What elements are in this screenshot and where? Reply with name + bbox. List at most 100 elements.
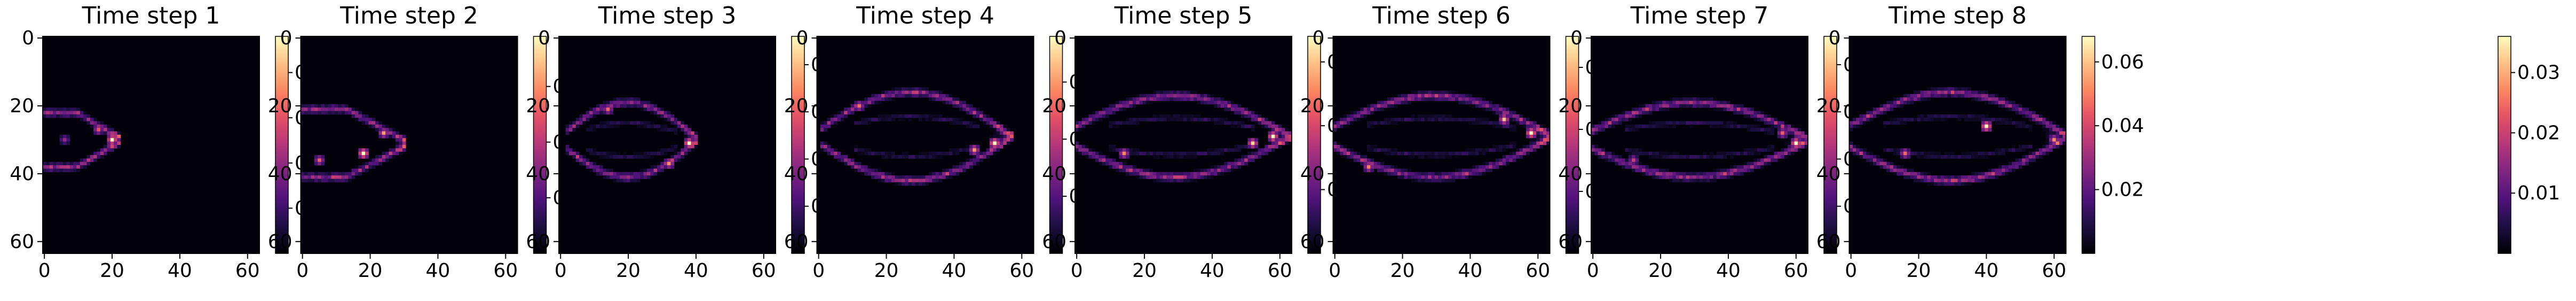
heatmap-cell [324, 175, 328, 179]
heatmap-cell [1363, 161, 1368, 166]
heatmap-cell [1601, 128, 1605, 132]
heatmap-cell [1546, 128, 1550, 132]
heatmap-cell [670, 121, 675, 125]
heatmap-cell [1499, 107, 1503, 111]
heatmap-cell [1132, 151, 1136, 156]
heatmap-cell [1166, 114, 1171, 118]
heatmap-cell [307, 172, 311, 176]
heatmap-cell [2059, 138, 2063, 142]
heatmap-cell [1625, 158, 1629, 163]
heatmap-panel-3: Time step 3020406002040600.010.020.030.0… [526, 2, 854, 282]
heatmap-cell [1119, 165, 1123, 169]
heatmap-cell [358, 148, 362, 152]
heatmap-cell [1366, 168, 1371, 173]
heatmap-cell [1672, 101, 1676, 105]
heatmap-cell [1152, 118, 1157, 121]
heatmap-cell [942, 94, 946, 98]
heatmap-cell [610, 107, 613, 111]
heatmap-cell [912, 87, 915, 91]
heatmap-cell [1676, 151, 1680, 156]
heatmap-cell [1132, 121, 1136, 125]
heatmap-cell [694, 145, 698, 149]
heatmap-cell [1635, 165, 1639, 169]
heatmap-cell [1638, 148, 1642, 152]
heatmap-cell [1136, 172, 1140, 176]
heatmap-cell [1441, 151, 1445, 156]
heatmap-cell [867, 148, 872, 152]
x-tick-label: 40 [1458, 260, 1483, 282]
heatmap-cell [1384, 101, 1388, 105]
heatmap-cell [1180, 155, 1184, 159]
heatmap-cell [1696, 179, 1700, 183]
heatmap-cell [1753, 124, 1758, 128]
heatmap-cell [1791, 131, 1795, 135]
heatmap-cell [2049, 145, 2053, 149]
heatmap-cell [1234, 124, 1238, 128]
heatmap-cell [1689, 121, 1693, 125]
heatmap-cell [110, 128, 114, 132]
heatmap-cell [1753, 161, 1758, 166]
heatmap-cell [990, 145, 993, 149]
heatmap-cell [53, 107, 57, 111]
heatmap-cell [1438, 151, 1442, 156]
heatmap-cell [1261, 118, 1265, 121]
heatmap-cell [392, 131, 396, 135]
heatmap-cell [1387, 97, 1391, 101]
heatmap-cell [368, 161, 373, 166]
heatmap-cell [860, 168, 865, 173]
heatmap-cell [1404, 175, 1408, 179]
heatmap-cell [854, 104, 858, 108]
heatmap-cell [1682, 104, 1687, 108]
heatmap-cell [2012, 165, 2016, 169]
heatmap-cell [1594, 148, 1599, 152]
heatmap-cell [1173, 172, 1177, 176]
heatmap-cell [1771, 128, 1774, 132]
heatmap-cell [646, 107, 651, 111]
heatmap-cell [1767, 158, 1771, 163]
heatmap-cell [820, 141, 824, 145]
heatmap-cell [389, 131, 393, 135]
heatmap-cell [969, 104, 973, 108]
heatmap-cell [1957, 87, 1962, 91]
heatmap-cell [1907, 94, 1911, 98]
heatmap-cell [2001, 97, 2005, 101]
heatmap-cell [1479, 168, 1483, 173]
heatmap-cell [1122, 121, 1126, 125]
heatmap-cell [864, 148, 868, 152]
heatmap-cell [389, 151, 393, 156]
heatmap-cell [935, 179, 939, 183]
heatmap-cell [1638, 114, 1642, 118]
heatmap-cell [1648, 124, 1653, 128]
heatmap-cell [365, 155, 369, 159]
colorbar [1049, 36, 1063, 254]
heatmap-cell [976, 145, 980, 149]
heatmap-cell [2035, 114, 2040, 118]
heatmap-cell [1003, 128, 1007, 132]
heatmap-cell [2008, 101, 2012, 105]
heatmap-cell [915, 155, 919, 159]
heatmap-cell [1390, 121, 1395, 125]
heatmap-cell [912, 179, 915, 183]
heatmap-cell [670, 158, 675, 163]
heatmap-cell [824, 148, 827, 152]
heatmap-cell [1529, 141, 1534, 145]
heatmap-cell [2018, 111, 2022, 115]
heatmap-cell [589, 114, 593, 118]
heatmap-cell [321, 107, 325, 111]
heatmap-cell [925, 90, 929, 95]
heatmap-cell [603, 175, 607, 179]
heatmap-cell [1278, 138, 1282, 142]
heatmap-cell [864, 172, 868, 176]
heatmap-cell [878, 114, 882, 118]
heatmap-cell [1152, 179, 1157, 183]
heatmap-cell [1703, 175, 1707, 179]
heatmap-cell [1448, 90, 1452, 95]
heatmap-cell [1485, 118, 1489, 121]
heatmap-cell [606, 111, 610, 115]
heatmap-cell [1665, 104, 1670, 108]
heatmap-cell [1078, 124, 1082, 128]
heatmap-cell [684, 128, 688, 132]
heatmap-cell [83, 161, 87, 166]
heatmap-cell [307, 104, 311, 108]
heatmap-cell [2059, 141, 2063, 145]
